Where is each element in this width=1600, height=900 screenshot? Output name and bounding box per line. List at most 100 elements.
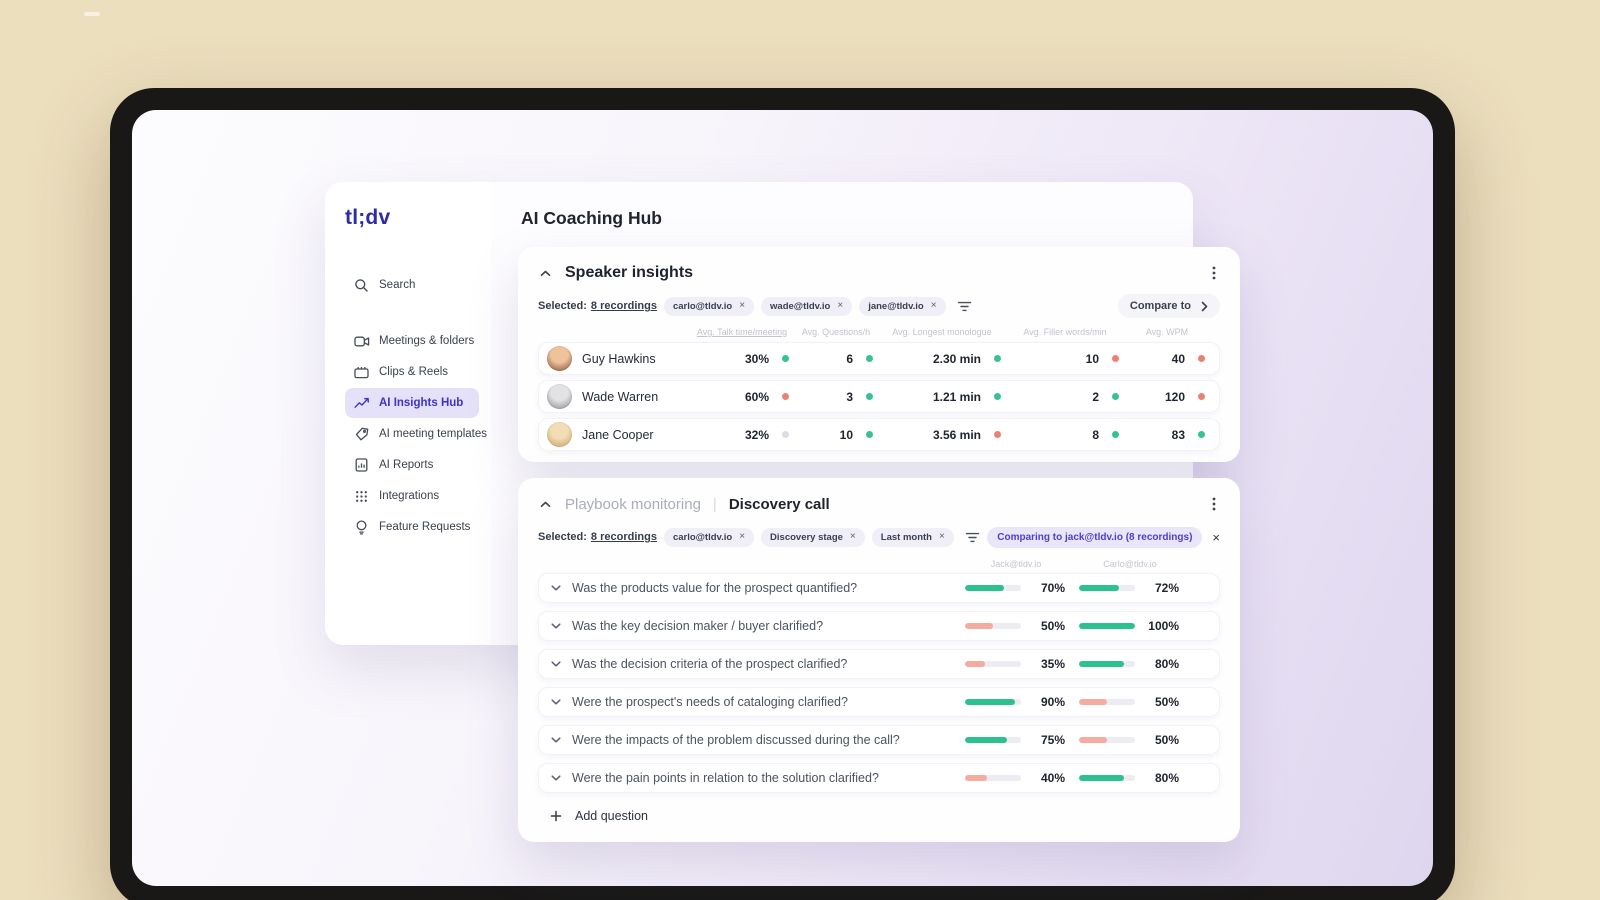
close-icon[interactable]: × <box>837 300 844 311</box>
filter-chip-last-month[interactable]: Last month × <box>871 527 954 547</box>
metric-cell: 30% <box>693 352 797 366</box>
clapperboard-icon <box>353 366 370 379</box>
status-dot-good <box>994 393 1001 400</box>
speaker-row-guy-hawkins[interactable]: Guy Hawkins 30% 6 2.30 min 10 40 <box>538 342 1220 375</box>
filter-chip-carlo-tldv-io[interactable]: carlo@tldv.io × <box>663 296 755 316</box>
grid-dots-icon <box>353 490 370 503</box>
progress-bar <box>1079 775 1135 781</box>
close-icon[interactable]: × <box>1212 529 1220 545</box>
close-icon[interactable]: × <box>930 300 937 311</box>
chevron-down-icon[interactable] <box>551 585 561 591</box>
metric-cell: 40 <box>1127 352 1213 366</box>
more-options-button[interactable] <box>1208 264 1220 282</box>
chevron-up-icon[interactable] <box>538 501 553 508</box>
metric-value: 40 <box>1171 351 1185 366</box>
close-icon[interactable]: × <box>739 300 746 311</box>
filter-chip-carlo-tldv-io[interactable]: carlo@tldv.io × <box>663 527 755 547</box>
question-text: Were the pain points in relation to the … <box>572 771 879 785</box>
status-dot-good <box>782 355 789 362</box>
progress-bar <box>965 585 1021 591</box>
metric-cell: 3.56 min <box>881 428 1009 442</box>
status-dot-bad <box>1198 393 1205 400</box>
sidebar-item-label: AI Insights Hub <box>379 397 464 409</box>
question-text: Were the prospect's needs of cataloging … <box>572 695 848 709</box>
question-row[interactable]: Was the key decision maker / buyer clari… <box>538 611 1220 641</box>
close-icon[interactable]: × <box>849 531 856 542</box>
chevron-down-icon[interactable] <box>551 737 561 743</box>
progress-fill <box>965 623 993 629</box>
sidebar-item-integrations[interactable]: Integrations <box>345 481 479 511</box>
avatar <box>547 422 572 447</box>
status-dot-bad <box>994 431 1001 438</box>
video-camera-icon <box>353 335 370 348</box>
status-dot-good <box>866 355 873 362</box>
progress-fill <box>1079 585 1120 591</box>
progress-fill <box>965 775 988 781</box>
sidebar-item-ai-reports[interactable]: AI Reports <box>345 450 479 480</box>
avatar <box>547 384 572 409</box>
metric-value: 10 <box>1085 351 1099 366</box>
question-row[interactable]: Was the decision criteria of the prospec… <box>538 649 1220 679</box>
compare-to-button[interactable]: Compare to <box>1117 294 1220 318</box>
metric-cell: 83 <box>1127 428 1213 442</box>
playbook-filter-chips: carlo@tldv.io × Discovery stage × Last month… <box>657 527 954 547</box>
question-row[interactable]: Were the pain points in relation to the … <box>538 763 1220 793</box>
speaker-row-wade-warren[interactable]: Wade Warren 60% 3 1.21 min 2 120 <box>538 380 1220 413</box>
score-percent: 80% <box>1154 657 1179 671</box>
progress-bar <box>965 699 1021 705</box>
add-question-button[interactable]: Add question <box>538 801 1220 831</box>
question-text: Was the key decision maker / buyer clari… <box>572 619 824 633</box>
sidebar-item-ai-insights-hub[interactable]: AI Insights Hub <box>345 388 479 418</box>
filter-icon[interactable] <box>957 301 972 312</box>
close-icon[interactable]: × <box>938 531 945 542</box>
sidebar-item-meetings-folders[interactable]: Meetings & folders <box>345 326 479 356</box>
score-percent: 75% <box>1040 733 1065 747</box>
playbook-panel: Playbook monitoring | Discovery call Sel… <box>518 478 1240 842</box>
chevron-up-icon[interactable] <box>538 270 553 277</box>
close-icon[interactable]: × <box>739 531 746 542</box>
filter-chip-wade-tldv-io[interactable]: wade@tldv.io × <box>761 296 853 316</box>
filter-icon[interactable] <box>965 532 980 543</box>
score-group: 40% <box>965 771 1065 785</box>
selected-recordings-link[interactable]: 8 recordings <box>590 531 657 543</box>
column-jack: Jack@tldv.io <box>990 558 1042 569</box>
progress-bar <box>1079 623 1135 629</box>
search-button[interactable]: Search <box>345 270 479 300</box>
question-row[interactable]: Were the prospect's needs of cataloging … <box>538 687 1220 717</box>
more-options-button[interactable] <box>1208 495 1220 513</box>
metric-value: 2 <box>1092 389 1099 404</box>
status-dot-good <box>866 431 873 438</box>
filter-chip-jane-tldv-io[interactable]: jane@tldv.io × <box>859 296 946 316</box>
chevron-down-icon[interactable] <box>551 775 561 781</box>
chevron-down-icon[interactable] <box>551 699 561 705</box>
chevron-down-icon[interactable] <box>551 623 561 629</box>
speaker-insights-panel: Speaker insights Selected: 8 recordings … <box>518 247 1240 462</box>
status-dot-good <box>1112 431 1119 438</box>
question-row[interactable]: Were the impacts of the problem discusse… <box>538 725 1220 755</box>
comparing-chip[interactable]: Comparing to jack@tldv.io (8 recordings) <box>987 526 1203 548</box>
filter-chip-discovery-stage[interactable]: Discovery stage × <box>761 527 865 547</box>
selected-recordings-link[interactable]: 8 recordings <box>590 300 657 312</box>
score-group: 80% <box>1079 657 1179 671</box>
progress-fill <box>1079 699 1107 705</box>
sidebar-item-ai-meeting-templates[interactable]: AI meeting templates <box>345 419 487 449</box>
metric-cell: 120 <box>1127 390 1213 404</box>
status-dot-good <box>1112 393 1119 400</box>
metric-cell: 10 <box>1009 352 1127 366</box>
score-group: 75% <box>965 733 1065 747</box>
question-scores: 75% 50% <box>965 733 1179 747</box>
speaker-row-jane-cooper[interactable]: Jane Cooper 32% 10 3.56 min 8 83 <box>538 418 1220 451</box>
sidebar-item-clips-reels[interactable]: Clips & Reels <box>345 357 479 387</box>
metric-value: 8 <box>1092 427 1099 442</box>
insights-chart-icon <box>353 397 370 409</box>
sidebar-item-feature-requests[interactable]: Feature Requests <box>345 512 479 542</box>
chip-label: Last month <box>880 531 932 543</box>
search-icon <box>353 278 370 293</box>
playbook-panel-header: Playbook monitoring | Discovery call <box>538 488 1220 520</box>
chevron-down-icon[interactable] <box>551 661 561 667</box>
status-dot-good <box>866 393 873 400</box>
selected-label: Selected: <box>538 531 587 543</box>
column-header-avg-talk-time-meeting: Avg. Talk time/meeting <box>696 327 788 337</box>
question-row[interactable]: Was the products value for the prospect … <box>538 573 1220 603</box>
